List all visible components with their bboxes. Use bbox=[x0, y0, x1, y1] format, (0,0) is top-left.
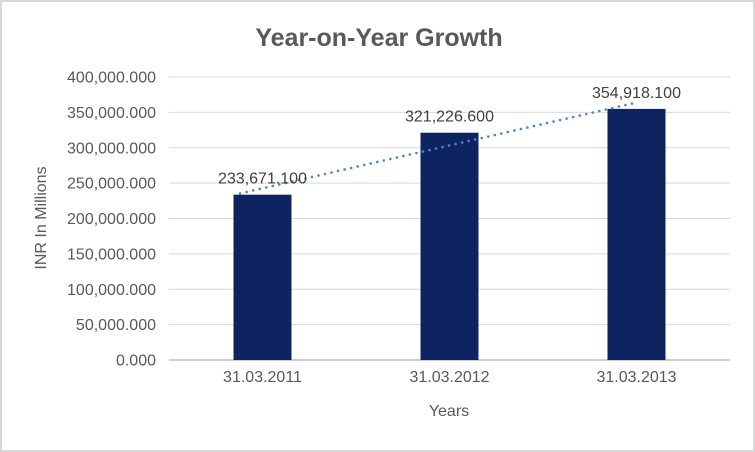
data-label: 354,918.100 bbox=[592, 85, 681, 102]
y-tick-label: 200,000.000 bbox=[67, 211, 156, 228]
bar bbox=[420, 132, 479, 360]
x-tick-label: 31.03.2011 bbox=[223, 369, 302, 386]
y-tick-label: 400,000.000 bbox=[67, 70, 156, 87]
y-tick-label: 100,000.000 bbox=[67, 282, 156, 299]
y-tick-label: 250,000.000 bbox=[67, 176, 156, 193]
data-labels: 233,671.100 321,226.600 354,918.100 bbox=[218, 85, 681, 188]
data-label: 233,671.100 bbox=[218, 171, 307, 188]
bar bbox=[607, 108, 666, 360]
x-axis-title: Years bbox=[429, 403, 469, 420]
x-tick-label: 31.03.2013 bbox=[596, 369, 676, 386]
bar bbox=[233, 194, 292, 360]
chart-title: Year-on-Year Growth bbox=[255, 24, 502, 52]
trendline bbox=[238, 102, 635, 195]
x-tick-label: 31.03.2012 bbox=[409, 369, 489, 386]
x-axis-tick-labels: 31.03.2011 31.03.2012 31.03.2013 bbox=[223, 369, 677, 386]
y-tick-label: 350,000.000 bbox=[67, 105, 156, 122]
bar-series bbox=[233, 108, 666, 360]
y-axis-tick-labels: 0.000 50,000.000 100,000.000 150,000.000 200… bbox=[67, 70, 156, 370]
data-label: 321,226.600 bbox=[405, 109, 494, 126]
y-axis-title: INR In Millions bbox=[33, 166, 50, 269]
y-tick-label: 50,000.000 bbox=[76, 317, 156, 334]
y-tick-label: 300,000.000 bbox=[67, 140, 156, 157]
y-tick-label: 0.000 bbox=[116, 353, 156, 370]
y-tick-label: 150,000.000 bbox=[67, 246, 156, 263]
